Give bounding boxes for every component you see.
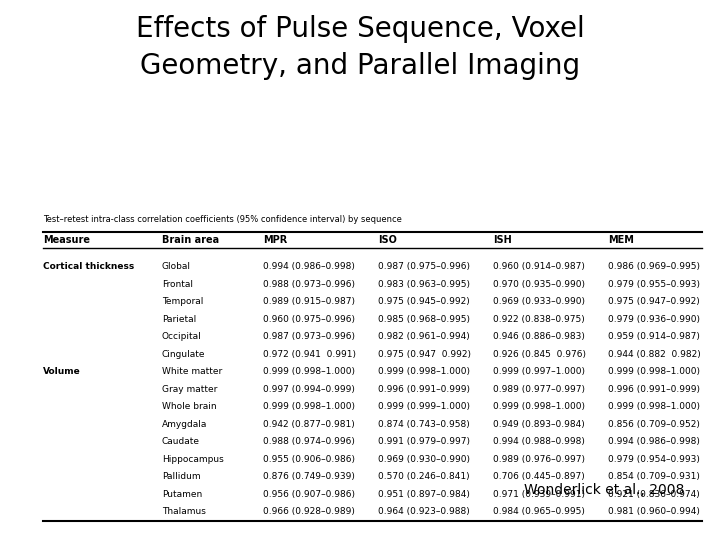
Text: Cortical thickness: Cortical thickness (43, 262, 135, 271)
Text: Temporal: Temporal (162, 297, 203, 306)
Text: 0.983 (0.963–0.995): 0.983 (0.963–0.995) (378, 280, 470, 289)
Text: 0.982 (0.961–0.994): 0.982 (0.961–0.994) (378, 332, 469, 341)
Text: 0.975 (0.947  0.992): 0.975 (0.947 0.992) (378, 350, 471, 359)
Text: 0.955 (0.906–0.986): 0.955 (0.906–0.986) (263, 455, 355, 464)
Text: 0.951 (0.897–0.984): 0.951 (0.897–0.984) (378, 490, 470, 499)
Text: Hippocampus: Hippocampus (162, 455, 224, 464)
Text: 0.960 (0.914–0.987): 0.960 (0.914–0.987) (493, 262, 585, 271)
Text: 0.996 (0.991–0.999): 0.996 (0.991–0.999) (378, 384, 470, 394)
Text: 0.876 (0.749–0.939): 0.876 (0.749–0.939) (263, 472, 355, 481)
Text: Occipital: Occipital (162, 332, 202, 341)
Text: 0.994 (0.986–0.998): 0.994 (0.986–0.998) (263, 262, 355, 271)
Text: Putamen: Putamen (162, 490, 202, 499)
Text: Measure: Measure (43, 235, 90, 245)
Text: 0.972 (0.941  0.991): 0.972 (0.941 0.991) (263, 350, 356, 359)
Text: 0.984 (0.965–0.995): 0.984 (0.965–0.995) (493, 507, 585, 516)
Text: 0.989 (0.976–0.997): 0.989 (0.976–0.997) (493, 455, 585, 464)
Text: 0.970 (0.935–0.990): 0.970 (0.935–0.990) (493, 280, 585, 289)
Text: Global: Global (162, 262, 191, 271)
Text: 0.989 (0.977–0.997): 0.989 (0.977–0.997) (493, 384, 585, 394)
Text: 0.969 (0.930–0.990): 0.969 (0.930–0.990) (378, 455, 470, 464)
Text: 0.999 (0.998–1.000): 0.999 (0.998–1.000) (378, 367, 470, 376)
Text: 0.987 (0.973–0.996): 0.987 (0.973–0.996) (263, 332, 355, 341)
Text: 0.969 (0.933–0.990): 0.969 (0.933–0.990) (493, 297, 585, 306)
Text: 0.981 (0.960–0.994): 0.981 (0.960–0.994) (608, 507, 701, 516)
Text: Volume: Volume (43, 367, 81, 376)
Text: 0.991 (0.979–0.997): 0.991 (0.979–0.997) (378, 437, 470, 446)
Text: 0.988 (0.974–0.996): 0.988 (0.974–0.996) (263, 437, 355, 446)
Text: Brain area: Brain area (162, 235, 219, 245)
Text: Parietal: Parietal (162, 315, 197, 324)
Text: 0.949 (0.893–0.984): 0.949 (0.893–0.984) (493, 420, 585, 429)
Text: Whole brain: Whole brain (162, 402, 217, 411)
Text: 0.960 (0.975–0.996): 0.960 (0.975–0.996) (263, 315, 355, 324)
Text: 0.922 (0.838–0.975): 0.922 (0.838–0.975) (493, 315, 585, 324)
Text: Cingulate: Cingulate (162, 350, 205, 359)
Text: 0.985 (0.968–0.995): 0.985 (0.968–0.995) (378, 315, 470, 324)
Text: 0.994 (0.988–0.998): 0.994 (0.988–0.998) (493, 437, 585, 446)
Text: MEM: MEM (608, 235, 634, 245)
Text: 0.926 (0.845  0.976): 0.926 (0.845 0.976) (493, 350, 586, 359)
Text: 0.966 (0.928–0.989): 0.966 (0.928–0.989) (263, 507, 355, 516)
Text: 0.987 (0.975–0.996): 0.987 (0.975–0.996) (378, 262, 470, 271)
Text: 0.975 (0.945–0.992): 0.975 (0.945–0.992) (378, 297, 469, 306)
Text: Caudate: Caudate (162, 437, 200, 446)
Text: Wonderlick et al., 2008: Wonderlick et al., 2008 (523, 483, 684, 497)
Text: 0.986 (0.969–0.995): 0.986 (0.969–0.995) (608, 262, 701, 271)
Text: 0.999 (0.998–1.000): 0.999 (0.998–1.000) (263, 402, 355, 411)
Text: Test–retest intra-class correlation coefficients (95% confidence interval) by se: Test–retest intra-class correlation coef… (43, 215, 402, 224)
Text: 0.971 (0.939–0.991): 0.971 (0.939–0.991) (493, 490, 585, 499)
Text: 0.856 (0.709–0.952): 0.856 (0.709–0.952) (608, 420, 701, 429)
Text: 0.975 (0.947–0.992): 0.975 (0.947–0.992) (608, 297, 700, 306)
Text: 0.959 (0.914–0.987): 0.959 (0.914–0.987) (608, 332, 701, 341)
Text: 0.944 (0.882  0.982): 0.944 (0.882 0.982) (608, 350, 701, 359)
Text: MPR: MPR (263, 235, 287, 245)
Text: 0.999 (0.997–1.000): 0.999 (0.997–1.000) (493, 367, 585, 376)
Text: 0.999 (0.998–1.000): 0.999 (0.998–1.000) (608, 367, 701, 376)
Text: 0.999 (0.999–1.000): 0.999 (0.999–1.000) (378, 402, 470, 411)
Text: 0.997 (0.994–0.999): 0.997 (0.994–0.999) (263, 384, 355, 394)
Text: 0.989 (0.915–0.987): 0.989 (0.915–0.987) (263, 297, 355, 306)
Text: Pallidum: Pallidum (162, 472, 201, 481)
Text: Amygdala: Amygdala (162, 420, 207, 429)
Text: 0.942 (0.877–0.981): 0.942 (0.877–0.981) (263, 420, 354, 429)
Text: 0.874 (0.743–0.958): 0.874 (0.743–0.958) (378, 420, 469, 429)
Text: 0.706 (0.445–0.897): 0.706 (0.445–0.897) (493, 472, 585, 481)
Text: 0.921 (0.836–0.974): 0.921 (0.836–0.974) (608, 490, 700, 499)
Text: 0.979 (0.955–0.993): 0.979 (0.955–0.993) (608, 280, 701, 289)
Text: White matter: White matter (162, 367, 222, 376)
Text: ISO: ISO (378, 235, 397, 245)
Text: 0.979 (0.936–0.990): 0.979 (0.936–0.990) (608, 315, 701, 324)
Text: 0.999 (0.998–1.000): 0.999 (0.998–1.000) (263, 367, 355, 376)
Text: Thalamus: Thalamus (162, 507, 206, 516)
Text: 0.994 (0.986–0.998): 0.994 (0.986–0.998) (608, 437, 701, 446)
Text: 0.999 (0.998–1.000): 0.999 (0.998–1.000) (493, 402, 585, 411)
Text: Gray matter: Gray matter (162, 384, 217, 394)
Text: Effects of Pulse Sequence, Voxel
Geometry, and Parallel Imaging: Effects of Pulse Sequence, Voxel Geometr… (135, 15, 585, 80)
Text: 0.946 (0.886–0.983): 0.946 (0.886–0.983) (493, 332, 585, 341)
Text: Frontal: Frontal (162, 280, 193, 289)
Text: 0.999 (0.998–1.000): 0.999 (0.998–1.000) (608, 402, 701, 411)
Text: 0.996 (0.991–0.999): 0.996 (0.991–0.999) (608, 384, 701, 394)
Text: 0.988 (0.973–0.996): 0.988 (0.973–0.996) (263, 280, 355, 289)
Text: 0.570 (0.246–0.841): 0.570 (0.246–0.841) (378, 472, 469, 481)
Text: 0.854 (0.709–0.931): 0.854 (0.709–0.931) (608, 472, 701, 481)
Text: 0.964 (0.923–0.988): 0.964 (0.923–0.988) (378, 507, 469, 516)
Text: 0.956 (0.907–0.986): 0.956 (0.907–0.986) (263, 490, 355, 499)
Text: ISH: ISH (493, 235, 512, 245)
Text: 0.979 (0.954–0.993): 0.979 (0.954–0.993) (608, 455, 701, 464)
